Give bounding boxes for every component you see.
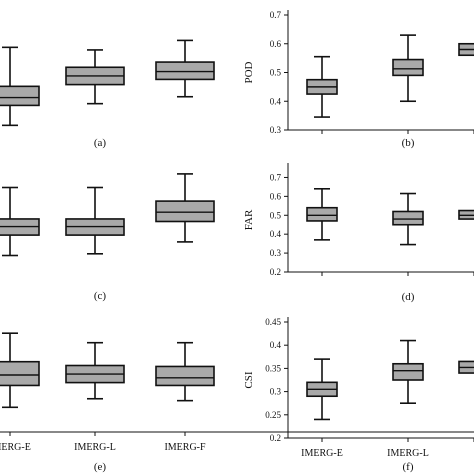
y-tick-label: 0.6	[270, 39, 282, 49]
box-imerg-l	[65, 341, 125, 400]
y-tick-label: 0.6	[270, 191, 282, 201]
iqr-box	[392, 58, 424, 77]
iqr-box	[155, 200, 215, 223]
y-tick-label: 0.4	[270, 96, 282, 106]
box-imerg-e	[0, 186, 40, 257]
y-tick-label: 0.7	[270, 10, 282, 20]
y-tick-label: 0.5	[270, 210, 282, 220]
iqr-box	[155, 61, 215, 81]
iqr-box	[392, 210, 424, 226]
box-imerg-e	[0, 46, 40, 127]
y-tick-label: 0.2	[270, 267, 281, 277]
iqr-box	[392, 362, 424, 381]
y-axis-label: POD	[243, 61, 255, 83]
box-imerg-f	[458, 209, 474, 220]
x-tick-label: IMERG-E	[301, 448, 343, 459]
y-tick-label: 0.4	[270, 340, 282, 350]
box-imerg-l	[392, 192, 424, 246]
y-axis-label: CSI	[243, 371, 255, 388]
box-imerg-l	[392, 339, 424, 405]
panel-label: (d)	[402, 291, 415, 303]
y-axis-label: FAR	[243, 209, 255, 230]
box-imerg-e	[306, 358, 338, 421]
panel-f: 0.2 0.25 0.3 0.35 0.4 0.45 CSI IMERG-E IMERG-L (f…	[243, 317, 474, 473]
panel-b: 0.3 0.4 0.5 0.6 0.7 POD (b)	[243, 10, 474, 149]
iqr-box	[306, 206, 338, 222]
x-tick-label: IMERG-L	[74, 442, 116, 453]
x-tick-label: IMERG-E	[0, 442, 31, 453]
x-tick-label: IMERG-F	[164, 442, 206, 453]
box-imerg-f	[458, 360, 474, 374]
y-tick-label: 0.25	[265, 410, 281, 420]
box-imerg-f	[458, 42, 474, 57]
panel-label: (a)	[94, 137, 107, 149]
iqr-box	[0, 85, 40, 107]
iqr-box	[0, 360, 40, 387]
panel-e: IMERG-E IMERG-L IMERG-F (e)	[0, 332, 474, 473]
y-tick-label: 0.2	[270, 433, 281, 443]
x-tick-label: IMERG-L	[387, 448, 429, 459]
y-tick-label: 0.5	[270, 68, 282, 78]
box-imerg-e	[306, 55, 338, 118]
y-tick-label: 0.3	[270, 387, 282, 397]
panel-label: (b)	[402, 137, 415, 149]
iqr-box	[155, 365, 215, 387]
box-imerg-e	[0, 332, 40, 409]
y-tick-label: 0.7	[270, 172, 282, 182]
y-tick-label: 0.4	[270, 229, 282, 239]
box-imerg-l	[65, 186, 125, 255]
box-imerg-f	[155, 39, 215, 98]
panel-a: (a)	[0, 39, 215, 149]
box-imerg-l	[65, 49, 125, 105]
y-tick-label: 0.3	[270, 125, 282, 135]
box-imerg-e	[306, 188, 338, 241]
box-imerg-f	[155, 341, 215, 402]
box-imerg-f	[155, 173, 215, 243]
y-tick-label: 0.35	[265, 363, 281, 373]
panel-label: (c)	[94, 290, 107, 302]
panel-label: (f)	[403, 461, 414, 473]
box-imerg-l	[392, 34, 424, 103]
y-tick-label: 0.45	[265, 317, 281, 327]
panel-c: (c)	[0, 173, 215, 302]
panel-label: (e)	[94, 461, 107, 473]
panel-d: 0.2 0.3 0.4 0.5 0.6 0.7 FAR (d)	[243, 163, 474, 303]
y-tick-label: 0.3	[270, 248, 282, 258]
